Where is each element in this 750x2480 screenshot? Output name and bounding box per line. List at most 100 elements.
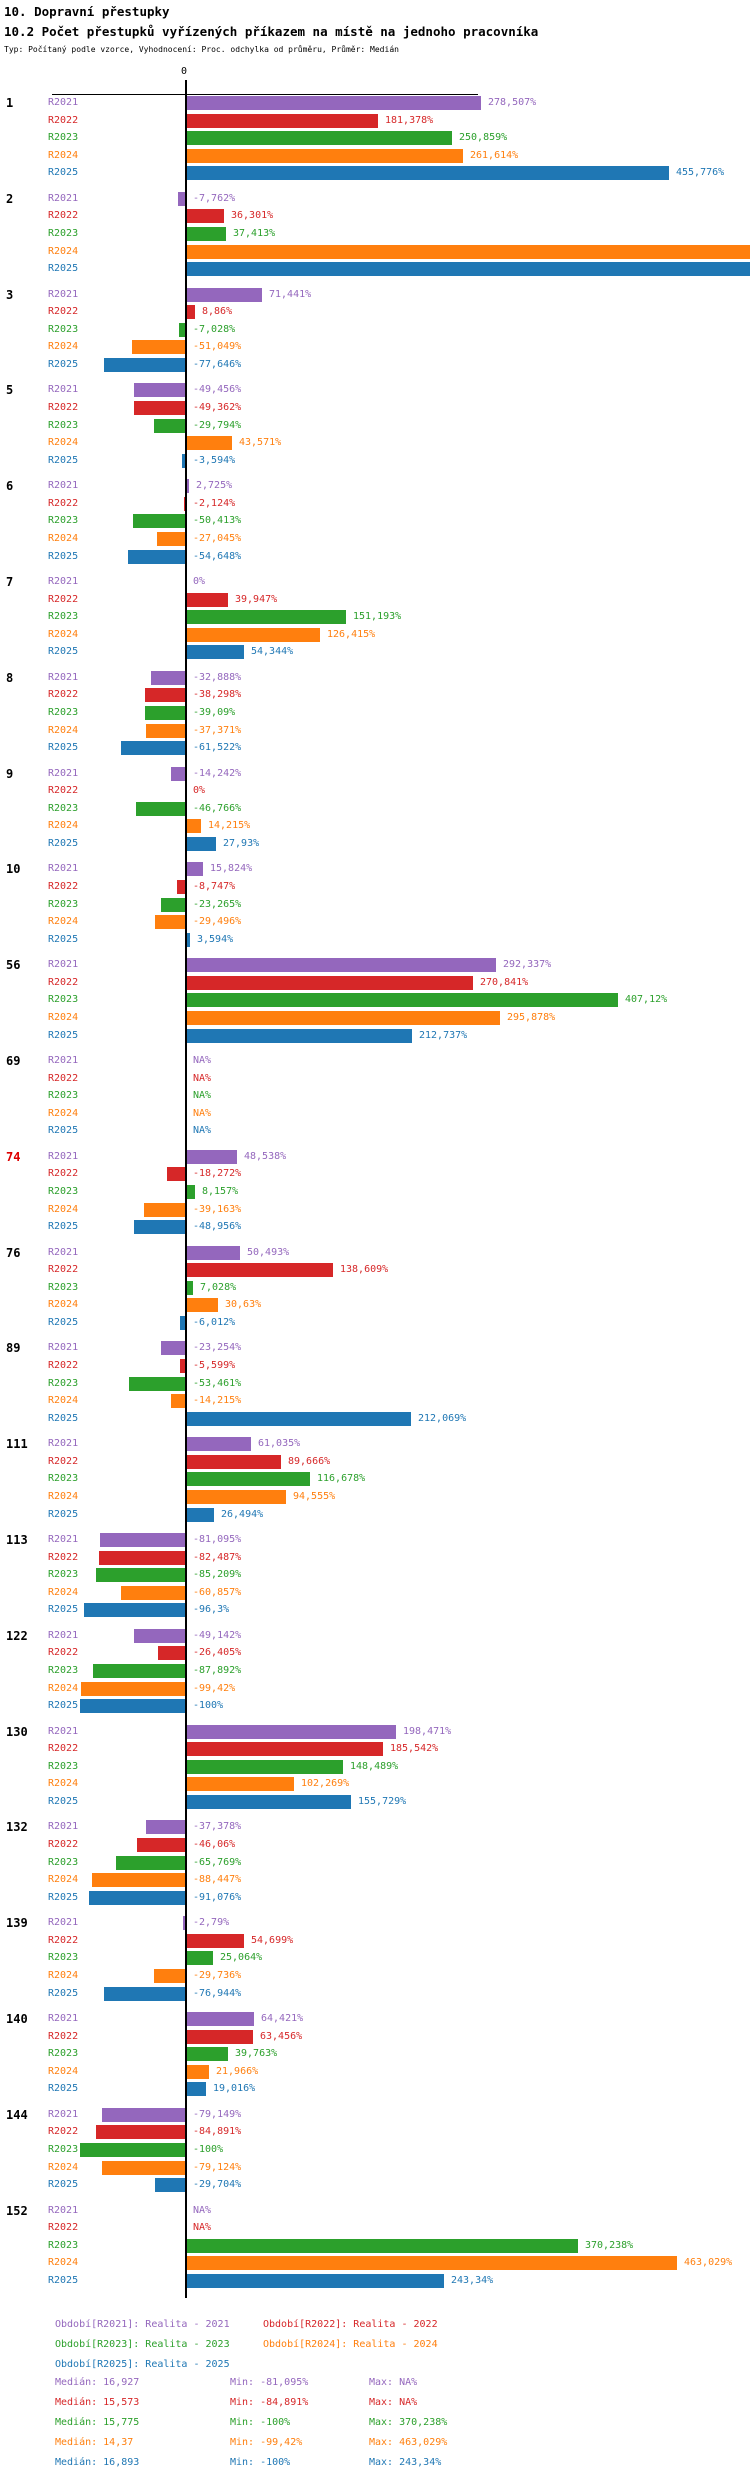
year-label: R2021	[48, 480, 79, 491]
value-label: 370,238%	[585, 2240, 634, 2251]
bar	[183, 1916, 186, 1930]
value-label: -88,447%	[193, 1874, 242, 1885]
group-label: 5	[6, 383, 14, 397]
year-label: R2024	[48, 1778, 79, 1789]
value-label: -5,599%	[193, 1360, 236, 1371]
page-title: 10. Dopravní přestupky	[4, 4, 170, 19]
year-label: R2025	[48, 1030, 79, 1041]
legend-item: Období[R2024]: Realita - 2024	[263, 2339, 438, 2350]
bar	[167, 1167, 186, 1181]
bar	[145, 706, 186, 720]
value-label: 0%	[193, 576, 206, 587]
value-label: 198,471%	[403, 1726, 452, 1737]
value-label: 25,064%	[220, 1952, 263, 1963]
value-label: 455,776%	[676, 167, 725, 178]
bar	[146, 724, 186, 738]
bar	[134, 1629, 186, 1643]
stats-median: Medián: 15,775	[55, 2417, 140, 2428]
value-label: 181,378%	[385, 115, 434, 126]
value-label: NA%	[193, 1090, 212, 1101]
year-label: R2024	[48, 1874, 79, 1885]
group-label: 139	[6, 1916, 28, 1930]
bar	[102, 2161, 186, 2175]
value-label: 64,421%	[261, 2013, 304, 2024]
bar	[186, 2274, 444, 2288]
bar	[177, 880, 186, 894]
value-label: -46,766%	[193, 803, 242, 814]
year-label: R2024	[48, 437, 79, 448]
bar	[186, 1437, 251, 1451]
value-label: 71,441%	[269, 289, 312, 300]
value-label: 48,538%	[244, 1151, 287, 1162]
bar	[186, 288, 262, 302]
bar	[186, 933, 190, 947]
bar	[186, 1263, 333, 1277]
value-label: 212,069%	[418, 1413, 467, 1424]
value-label: 295,878%	[507, 1012, 556, 1023]
bar	[186, 2065, 209, 2079]
legend-item: Období[R2022]: Realita - 2022	[263, 2319, 438, 2330]
bar	[102, 2108, 186, 2122]
year-label: R2024	[48, 916, 79, 927]
bar	[186, 1472, 310, 1486]
bar	[161, 1341, 186, 1355]
year-label: R2024	[48, 341, 79, 352]
bar	[186, 1455, 281, 1469]
year-label: R2021	[48, 1726, 79, 1737]
page-subtitle: 10.2 Počet přestupků vyřízených příkazem…	[4, 24, 539, 39]
stats-max: Max: 370,238%	[369, 2417, 448, 2428]
bar	[186, 2082, 206, 2096]
year-label: R2022	[48, 402, 79, 413]
value-label: 8,86%	[202, 306, 233, 317]
year-label: R2024	[48, 1395, 79, 1406]
bar	[186, 2030, 253, 2044]
stats-max: Max: 463,029%	[369, 2437, 448, 2448]
year-label: R2024	[48, 1012, 79, 1023]
group-label: 152	[6, 2204, 28, 2218]
year-label: R2023	[48, 420, 79, 431]
group-label: 74	[6, 1150, 21, 1164]
value-label: 61,035%	[258, 1438, 301, 1449]
bar	[186, 1777, 294, 1791]
year-label: R2023	[48, 1952, 79, 1963]
year-label: R2025	[48, 263, 79, 274]
value-label: 155,729%	[358, 1796, 407, 1807]
year-label: R2024	[48, 1683, 79, 1694]
bar	[186, 1298, 218, 1312]
bar	[186, 837, 216, 851]
bar	[134, 1220, 186, 1234]
year-label: R2021	[48, 1630, 79, 1641]
legend-item: Období[R2025]: Realita - 2025	[55, 2359, 230, 2370]
stats-min: Min: -99,42%	[230, 2437, 303, 2448]
year-label: R2022	[48, 1552, 79, 1563]
year-label: R2025	[48, 1604, 79, 1615]
group-label: 9	[6, 767, 14, 781]
bar	[89, 1891, 186, 1905]
value-label: NA%	[193, 2222, 212, 2233]
value-label: 250,859%	[459, 132, 508, 143]
bar	[186, 1011, 500, 1025]
value-label: 8,157%	[202, 1186, 239, 1197]
group-label: 132	[6, 1820, 28, 1834]
year-label: R2024	[48, 1491, 79, 1502]
year-label: R2021	[48, 863, 79, 874]
value-label: -46,06%	[193, 1839, 236, 1850]
value-label: -14,242%	[193, 768, 242, 779]
year-label: R2022	[48, 1264, 79, 1275]
bar	[146, 1820, 186, 1834]
value-label: 3,594%	[197, 934, 234, 945]
bar	[129, 1377, 186, 1391]
bar	[186, 593, 228, 607]
year-label: R2021	[48, 193, 79, 204]
year-label: R2025	[48, 646, 79, 657]
group-label: 8	[6, 671, 14, 685]
bar	[80, 1699, 186, 1713]
stats-min: Min: -81,095%	[230, 2377, 309, 2388]
value-label: -2,79%	[193, 1917, 230, 1928]
bar	[121, 741, 186, 755]
year-label: R2025	[48, 359, 79, 370]
year-label: R2022	[48, 1647, 79, 1658]
value-label: 102,269%	[301, 1778, 350, 1789]
value-label: -18,272%	[193, 1168, 242, 1179]
value-label: -100%	[193, 1700, 224, 1711]
